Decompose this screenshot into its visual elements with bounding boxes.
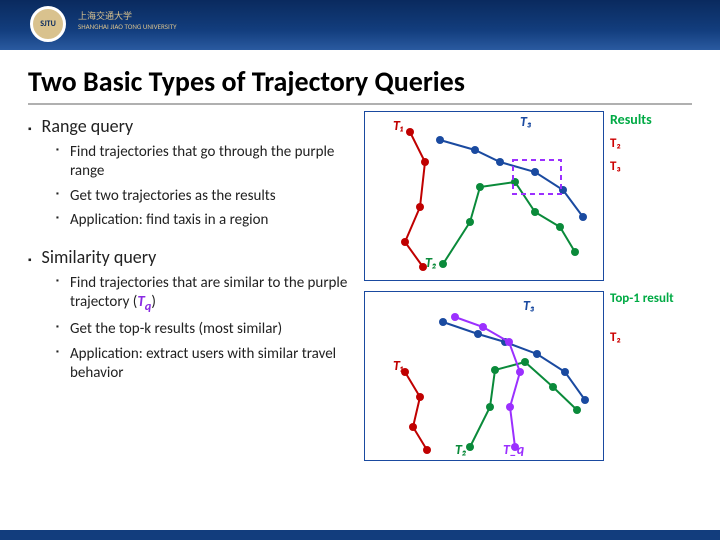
university-name-en: SHANGHAI JIAO TONG UNIVERSITY: [78, 23, 177, 31]
results-title: Results: [610, 111, 680, 128]
range-diagram: T₁ T₂ T₃: [364, 111, 604, 281]
svg-text:T₃: T₃: [523, 297, 535, 314]
tq-label-inline: Tq: [137, 293, 151, 311]
svg-text:T₂: T₂: [455, 441, 467, 458]
similarity-results: Top-1 result T₂: [610, 291, 680, 461]
similarity-svg: T₁ T₂ T₃ T_q: [365, 292, 605, 462]
list-item: Application: find taxis in a region: [56, 211, 356, 230]
bullet-text-post: ): [151, 293, 156, 311]
range-results: Results T₂ T₃: [610, 111, 680, 281]
svg-text:T_q: T_q: [503, 441, 524, 458]
university-name: 上海交通大学 SHANGHAI JIAO TONG UNIVERSITY: [78, 12, 177, 31]
title-underline: [28, 103, 692, 105]
list-item: Get two trajectories as the results: [56, 187, 356, 206]
footer-band: [0, 530, 720, 540]
header-band: SJTU 上海交通大学 SHANGHAI JIAO TONG UNIVERSIT…: [0, 0, 720, 50]
svg-text:T₁: T₁: [393, 117, 404, 134]
right-column: T₁ T₂ T₃ Results T₂ T₃ T₁ T₂ T₃ T_q Top-1 res…: [364, 111, 692, 461]
list-item: Get the top-k results (most similar): [56, 320, 356, 339]
svg-text:T₁: T₁: [393, 357, 404, 374]
slide-title: Two Basic Types of Trajectory Queries: [0, 50, 720, 103]
range-query-bullets: Find trajectories that go through the pu…: [28, 143, 356, 230]
svg-text:T₂: T₂: [425, 254, 437, 271]
left-column: Range query Find trajectories that go th…: [28, 111, 356, 461]
range-query-heading: Range query: [28, 115, 356, 137]
list-item: Find trajectories that are similar to th…: [56, 274, 356, 314]
similarity-diagram-wrap: T₁ T₂ T₃ T_q Top-1 result T₂: [364, 291, 692, 461]
results-title: Top-1 result: [610, 291, 680, 306]
similarity-query-heading: Similarity query: [28, 246, 356, 268]
svg-text:T₃: T₃: [520, 113, 532, 130]
range-diagram-wrap: T₁ T₂ T₃ Results T₂ T₃: [364, 111, 692, 281]
result-item: T₂: [610, 136, 680, 151]
similarity-diagram: T₁ T₂ T₃ T_q: [364, 291, 604, 461]
university-logo: SJTU: [30, 6, 66, 42]
list-item: Find trajectories that go through the pu…: [56, 143, 356, 181]
similarity-query-bullets: Find trajectories that are similar to th…: [28, 274, 356, 383]
list-item: Application: extract users with similar …: [56, 345, 356, 383]
result-item: T₂: [610, 330, 680, 345]
range-svg: T₁ T₂ T₃: [365, 112, 605, 282]
bullet-text-pre: Find trajectories that are similar to th…: [70, 274, 347, 311]
result-item: T₃: [610, 159, 680, 174]
content-row: Range query Find trajectories that go th…: [0, 111, 720, 461]
